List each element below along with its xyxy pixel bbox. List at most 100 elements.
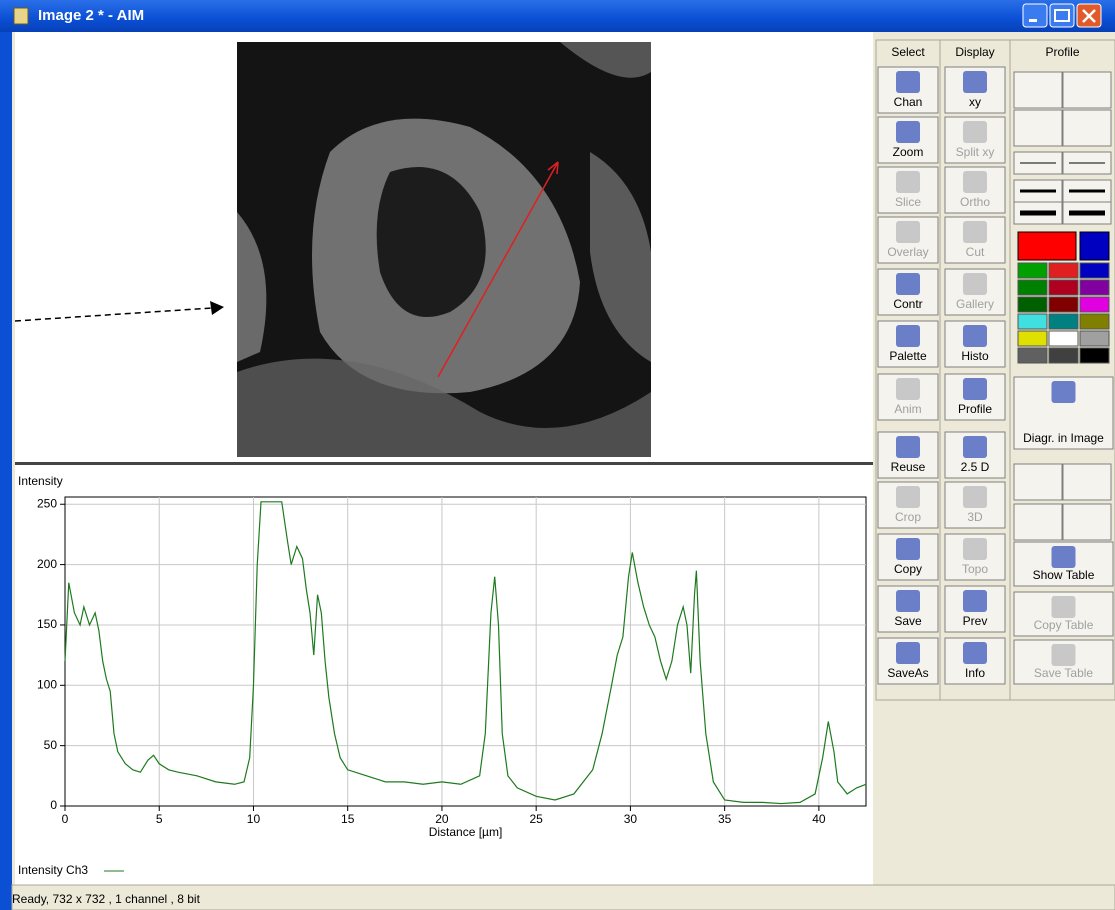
button-label: 3D <box>967 510 983 524</box>
x-tick-label: 40 <box>812 812 826 826</box>
color-swatch[interactable] <box>1049 348 1078 363</box>
color-swatch[interactable] <box>1018 314 1047 329</box>
title-bar: Image 2 * - AIM <box>0 0 1115 32</box>
button-label: Copy <box>894 562 922 576</box>
button-icon <box>896 378 920 400</box>
button-icon <box>963 171 987 193</box>
color-swatch[interactable] <box>1049 280 1078 295</box>
button-label: Anim <box>894 402 921 416</box>
plot-area <box>65 497 866 806</box>
y-tick-label: 100 <box>37 677 57 691</box>
y-tick-label: 50 <box>44 738 58 752</box>
button-label: Profile <box>958 402 992 416</box>
button-icon <box>896 486 920 508</box>
window-title: Image 2 * - AIM <box>38 7 144 24</box>
color-swatch[interactable] <box>1080 331 1109 346</box>
x-tick-label: 30 <box>624 812 638 826</box>
button-label: Contr <box>893 297 922 311</box>
button-icon <box>896 642 920 664</box>
button-icon <box>963 590 987 612</box>
button-label: Save Table <box>1034 666 1093 680</box>
button-icon <box>1052 546 1076 568</box>
button-icon <box>963 325 987 347</box>
color-swatch[interactable] <box>1080 297 1109 312</box>
button-icon <box>896 71 920 93</box>
color-swatch[interactable] <box>1080 314 1109 329</box>
button-icon <box>1052 596 1076 618</box>
button-icon <box>963 221 987 243</box>
button-icon <box>896 121 920 143</box>
button-icon <box>896 171 920 193</box>
button-icon <box>896 590 920 612</box>
window: Image 2 * - AIM 050100150200250051015202… <box>0 0 1115 910</box>
micrograph <box>237 42 651 457</box>
column-header: Profile <box>1045 45 1079 59</box>
color-swatch[interactable] <box>1018 280 1047 295</box>
x-tick-label: 10 <box>247 812 261 826</box>
color-swatch[interactable] <box>1018 297 1047 312</box>
x-tick-label: 35 <box>718 812 732 826</box>
button-label: Overlay <box>887 245 928 259</box>
color-swatch[interactable] <box>1080 263 1109 278</box>
button-icon <box>1052 644 1076 666</box>
tool-button[interactable] <box>1063 504 1111 540</box>
button-label: Zoom <box>893 145 924 159</box>
color-swatch[interactable] <box>1049 331 1078 346</box>
button-label: Chan <box>894 95 923 109</box>
button-icon <box>896 436 920 458</box>
button-label: Gallery <box>956 297 994 311</box>
button-icon <box>963 71 987 93</box>
tool-button[interactable] <box>1063 464 1111 500</box>
button-label: Split xy <box>956 145 995 159</box>
button-label: Show Table <box>1033 568 1095 582</box>
x-tick-label: 15 <box>341 812 355 826</box>
color-swatch[interactable] <box>1049 263 1078 278</box>
tool-button[interactable] <box>1014 464 1062 500</box>
button-label: Info <box>965 666 985 680</box>
button-label: Topo <box>962 562 988 576</box>
button-label: Crop <box>895 510 921 524</box>
color-swatch[interactable] <box>1018 331 1047 346</box>
tool-button[interactable] <box>1014 504 1062 540</box>
app-icon <box>12 6 32 26</box>
button-icon <box>963 436 987 458</box>
maximize[interactable] <box>1050 4 1074 27</box>
button-label: Diagr. in Image <box>1023 431 1104 445</box>
color-swatch[interactable] <box>1049 297 1078 312</box>
y-axis-label: Intensity <box>18 474 63 488</box>
color-swatch[interactable] <box>1049 314 1078 329</box>
tool-button[interactable] <box>1014 110 1062 146</box>
button-icon <box>896 221 920 243</box>
button-label: xy <box>969 95 981 109</box>
color-swatch[interactable] <box>1080 348 1109 363</box>
column-header: Select <box>891 45 925 59</box>
tool-button[interactable] <box>1014 72 1062 108</box>
color-swatch[interactable] <box>1080 232 1109 260</box>
button-icon <box>963 273 987 295</box>
color-swatch[interactable] <box>1018 263 1047 278</box>
tool-button[interactable] <box>1063 72 1111 108</box>
button-icon <box>963 538 987 560</box>
button-icon <box>963 378 987 400</box>
color-swatch[interactable] <box>1080 280 1109 295</box>
color-swatch[interactable] <box>1018 232 1076 260</box>
client-area: 0501001502002500510152025303540Intensity… <box>0 32 1115 910</box>
window-controls[interactable] <box>1022 3 1112 29</box>
minimize[interactable] <box>1023 4 1047 27</box>
x-tick-label: 5 <box>156 812 163 826</box>
button-label: 2.5 D <box>961 460 990 474</box>
y-tick-label: 0 <box>50 798 57 812</box>
button-label: Histo <box>961 349 989 363</box>
button-label: Save <box>894 614 922 628</box>
x-axis-label: Distance [µm] <box>429 825 503 839</box>
button-icon <box>1052 381 1076 403</box>
button-icon <box>896 538 920 560</box>
tool-button[interactable] <box>1063 110 1111 146</box>
x-tick-label: 20 <box>435 812 449 826</box>
color-swatch[interactable] <box>1018 348 1047 363</box>
button-icon <box>963 486 987 508</box>
x-tick-label: 25 <box>529 812 543 826</box>
status-bar: Ready, 732 x 732 , 1 channel , 8 bit <box>12 892 200 906</box>
button-icon <box>896 325 920 347</box>
